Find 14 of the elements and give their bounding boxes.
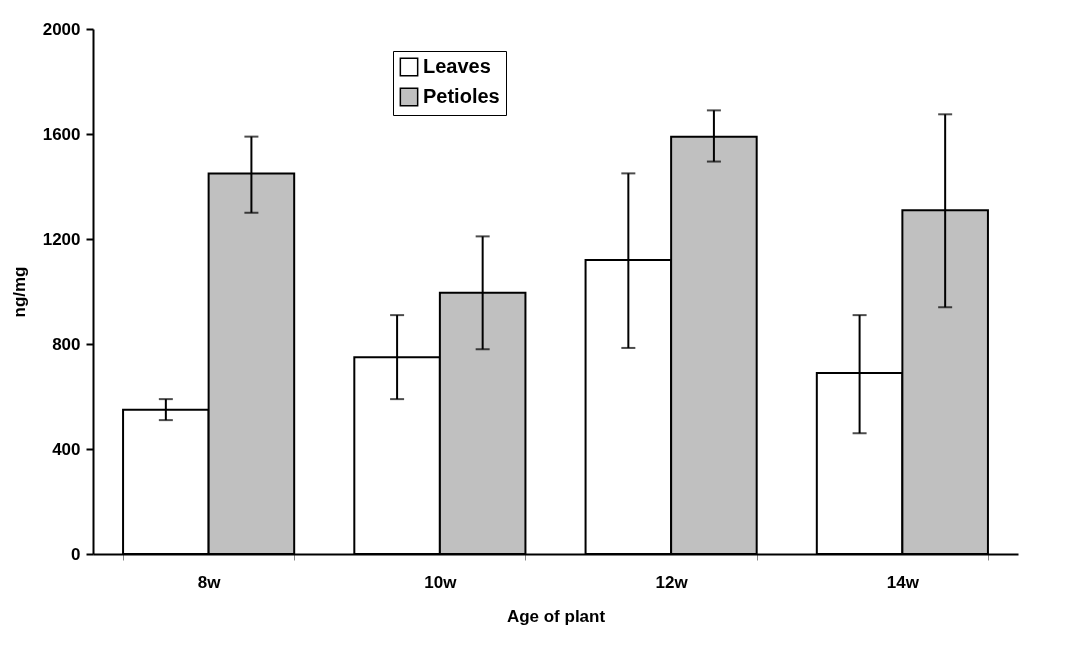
x-tick-label: 14w	[886, 572, 920, 592]
x-tick-label: 12w	[655, 572, 689, 592]
legend-label: Leaves	[423, 55, 491, 77]
y-tick-label: 400	[52, 439, 81, 459]
y-tick-label: 800	[52, 334, 81, 354]
legend-label: Petioles	[423, 85, 500, 107]
y-tick-label: 1200	[42, 229, 81, 249]
x-tick-label: 8w	[197, 572, 222, 592]
y-tick-label: 2000	[42, 19, 81, 39]
x-tick-label: 10w	[424, 572, 458, 592]
y-axis-title: ng/mg	[9, 266, 29, 318]
x-axis-title: Age of plant	[506, 606, 606, 626]
y-tick-label: 1600	[42, 124, 81, 144]
y-tick-label: 0	[71, 544, 81, 564]
